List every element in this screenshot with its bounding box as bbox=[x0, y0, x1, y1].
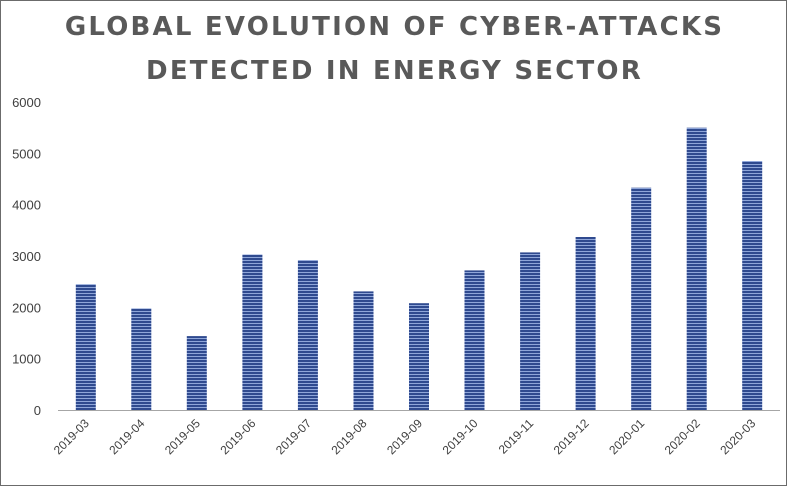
bar bbox=[297, 260, 318, 410]
x-tick-label: 2019-07 bbox=[273, 416, 314, 457]
x-axis-ticks: 2019-03 2019-04 2019-05 2019-06 2019-07 2019-… bbox=[51, 416, 759, 457]
bar bbox=[353, 291, 374, 410]
y-axis-ticks: 0 1000 2000 3000 4000 5000 6000 bbox=[12, 95, 41, 418]
chart-title-line-1: GLOBAL EVOLUTION OF CYBER-ATTACKS bbox=[64, 12, 725, 42]
x-tick-label: 2019-10 bbox=[440, 416, 481, 457]
bars bbox=[75, 127, 763, 410]
bar bbox=[186, 336, 207, 410]
bar bbox=[520, 252, 541, 410]
bar bbox=[575, 237, 596, 410]
bar bbox=[131, 308, 152, 410]
x-tick-label: 2019-09 bbox=[384, 416, 425, 457]
x-tick-label: 2019-03 bbox=[51, 416, 92, 457]
y-tick-label: 6000 bbox=[12, 95, 41, 110]
y-tick-label: 5000 bbox=[12, 146, 41, 161]
bar bbox=[409, 303, 429, 410]
x-tick-label: 2019-04 bbox=[106, 416, 147, 457]
bar bbox=[464, 270, 485, 410]
x-tick-label: 2020-01 bbox=[606, 416, 647, 457]
x-tick-label: 2020-03 bbox=[717, 416, 758, 457]
x-tick-label: 2020-02 bbox=[662, 416, 703, 457]
x-tick-label: 2019-08 bbox=[329, 416, 370, 457]
y-tick-label: 3000 bbox=[12, 249, 41, 264]
x-tick-label: 2019-06 bbox=[217, 416, 258, 457]
bar bbox=[742, 161, 763, 410]
x-tick-label: 2019-05 bbox=[162, 416, 203, 457]
x-tick-label: 2019-12 bbox=[551, 416, 592, 457]
bar bbox=[686, 127, 707, 410]
chart-title-line-2: DETECTED IN ENERGY SECTOR bbox=[146, 56, 643, 86]
bar bbox=[242, 254, 263, 410]
bar bbox=[631, 187, 652, 410]
bar bbox=[75, 284, 96, 410]
y-tick-label: 1000 bbox=[12, 352, 41, 367]
y-tick-label: 0 bbox=[34, 403, 41, 418]
x-tick-label: 2019-11 bbox=[496, 416, 537, 457]
y-tick-label: 4000 bbox=[12, 198, 41, 213]
chart-title: GLOBAL EVOLUTION OF CYBER-ATTACKS DETECT… bbox=[1, 5, 787, 93]
y-tick-label: 2000 bbox=[12, 300, 41, 315]
